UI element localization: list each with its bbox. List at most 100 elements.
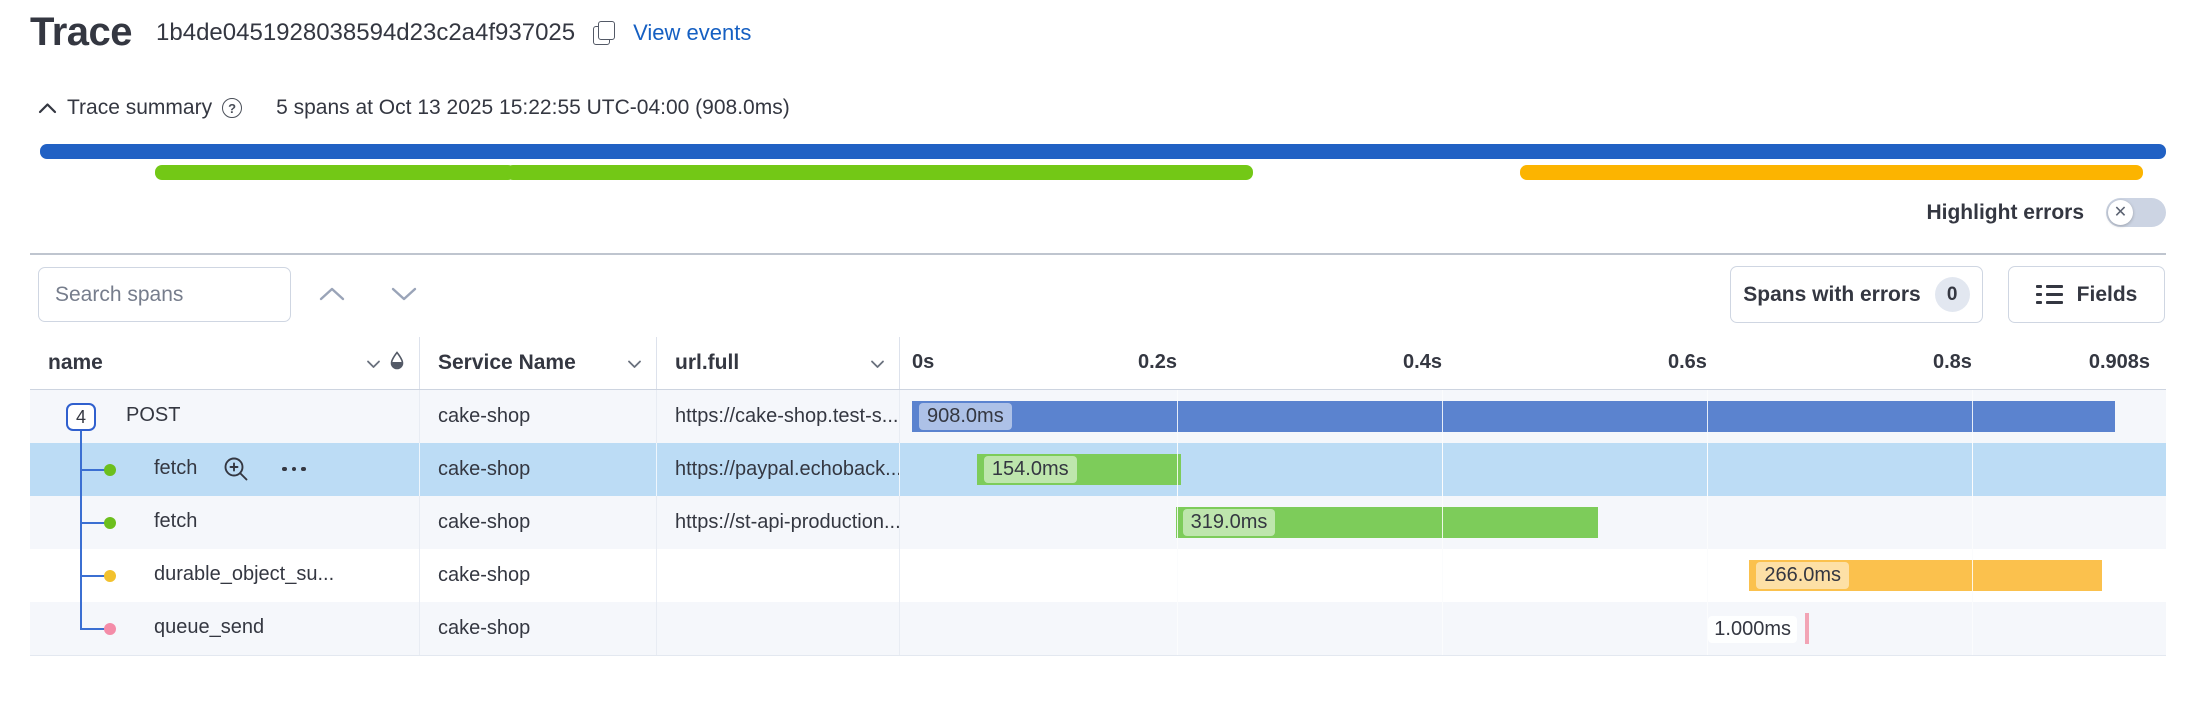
span-name-cell: durable_object_su... [30,549,420,602]
zoom-in-icon[interactable] [222,455,250,483]
spans-with-errors-button[interactable]: Spans with errors 0 [1730,266,1983,323]
service-name-cell: cake-shop [420,496,657,549]
table-header-row: name Service Name [30,337,2166,390]
minimap-span-segment[interactable] [505,165,1253,180]
trace-summary-label[interactable]: Trace summary [67,96,213,119]
url-full-cell: https://cake-shop.test-s... [657,390,900,443]
span-duration-bar[interactable]: 319.0ms [1175,507,1599,538]
tree-connector-stub [80,575,106,577]
timeline-cell: 319.0ms [900,496,2166,549]
span-duration-label: 266.0ms [1756,562,1850,589]
section-divider [30,253,2166,255]
service-name-cell: cake-shop [420,549,657,602]
timeline-gridline-overlay [1441,443,1444,496]
timeline-gridline-overlay [1971,443,1974,496]
timeline-gridline-overlay [1176,390,1179,443]
timeline-gridline-overlay [1176,549,1179,602]
child-count-badge[interactable]: 4 [66,403,96,431]
span-name[interactable]: fetch [154,510,198,532]
chevron-up-icon[interactable] [38,102,57,114]
timeline-tick-label: 0.908s [2088,351,2150,373]
next-match-button[interactable] [384,276,424,312]
span-name[interactable]: fetch [154,457,198,479]
spans-table: name Service Name [30,337,2166,656]
timeline-gridline-overlay [1176,443,1179,496]
timeline-gridline-overlay [1971,496,1974,549]
timeline-gridline-overlay [1176,602,1179,655]
span-name-cell: fetch [30,443,420,496]
question-mark-icon[interactable]: ? [222,98,243,118]
span-row[interactable]: queue_send cake-shop 1.000ms [30,602,2166,655]
column-label: Service Name [438,351,576,374]
span-duration-label: 1.000ms [1708,616,1797,643]
trace-minimap[interactable] [40,144,2166,184]
highlight-errors-label: Highlight errors [1926,200,2084,224]
minimap-span-segment[interactable] [40,144,2166,159]
column-header-name[interactable]: name [30,337,420,389]
search-input[interactable] [38,267,291,322]
timeline-tick-label: 0.4s [1403,351,1442,373]
timeline-gridline-overlay [1441,390,1444,443]
url-full-cell [657,549,900,602]
trace-id: 1b4de0451928038594d23c2a4f937025 [156,18,576,46]
span-row[interactable]: 4 POST cake-shop https://cake-shop.test-s..… [30,390,2166,443]
chevron-down-icon[interactable] [870,351,885,375]
timeline-tick-label: 0.6s [1668,351,1707,373]
timeline-gridline-overlay [1706,443,1709,496]
span-type-dot [104,464,116,476]
fields-label: Fields [2076,282,2138,306]
table-body: 4 POST cake-shop https://cake-shop.test-s..… [30,390,2166,655]
timeline-gridline-overlay [1706,549,1709,602]
chevron-down-icon[interactable] [627,351,642,375]
timeline-gridline-overlay [1971,602,1974,655]
span-name[interactable]: POST [126,404,181,426]
span-name[interactable]: durable_object_su... [154,563,335,585]
tree-connector-stub [80,628,106,630]
service-name-cell: cake-shop [420,443,657,496]
tree-connector-stub [80,522,106,524]
timeline-gridline-overlay [1706,496,1709,549]
span-name-cell: fetch [30,496,420,549]
toggle-knob-icon: ✕ [2108,200,2133,225]
timeline-tick-label: 0s [912,351,935,373]
span-name-cell: 4 POST [30,390,420,443]
span-duration-bar[interactable]: 266.0ms [1749,560,2102,591]
url-full-cell: https://st-api-production... [657,496,900,549]
minimap-span-segment[interactable] [154,165,516,180]
copy-icon[interactable] [593,20,616,45]
timeline-cell: 154.0ms [900,443,2166,496]
prev-match-button[interactable] [312,276,352,312]
table-bottom-border [30,655,2166,656]
span-row[interactable]: fetch cake-shop https://paypal.echoback...… [30,443,2166,496]
view-events-link[interactable]: View events [633,19,752,45]
span-name[interactable]: queue_send [154,616,265,638]
span-type-dot [104,623,116,635]
span-duration-bar[interactable] [1804,613,1809,644]
span-type-dot [104,517,116,529]
span-row[interactable]: durable_object_su... cake-shop 266.0ms [30,549,2166,602]
timeline-tick-label: 0.8s [1932,351,1972,373]
span-row[interactable]: fetch cake-shop https://st-api-production.… [30,496,2166,549]
chevron-down-icon[interactable] [366,351,381,375]
errors-count-badge: 0 [1934,277,1970,312]
highlight-errors-row: Highlight errors ✕ [1926,198,2166,227]
span-duration-bar[interactable]: 908.0ms [912,401,2115,432]
service-name-cell: cake-shop [420,602,657,655]
fields-button[interactable]: Fields [2008,266,2165,323]
timeline-gridline-overlay [1971,390,1974,443]
span-duration-bar[interactable]: 154.0ms [976,454,1181,485]
timeline-cell: 1.000ms [900,602,2166,655]
minimap-span-segment[interactable] [1519,165,2143,180]
trace-summary-text: 5 spans at Oct 13 2025 15:22:55 UTC-04:0… [276,96,790,119]
droplet-icon [389,350,405,376]
row-actions-menu-icon[interactable] [282,454,306,484]
tree-connector-line [80,431,82,629]
spans-toolbar: Spans with errors 0 Fields [0,266,2196,324]
timeline-gridline-overlay [1706,390,1709,443]
column-header-service-name[interactable]: Service Name [420,337,657,389]
timeline-gridline-overlay [1176,496,1179,549]
highlight-errors-toggle[interactable]: ✕ [2106,198,2166,227]
timeline-cell: 266.0ms [900,549,2166,602]
column-header-url-full[interactable]: url.full [657,337,900,389]
